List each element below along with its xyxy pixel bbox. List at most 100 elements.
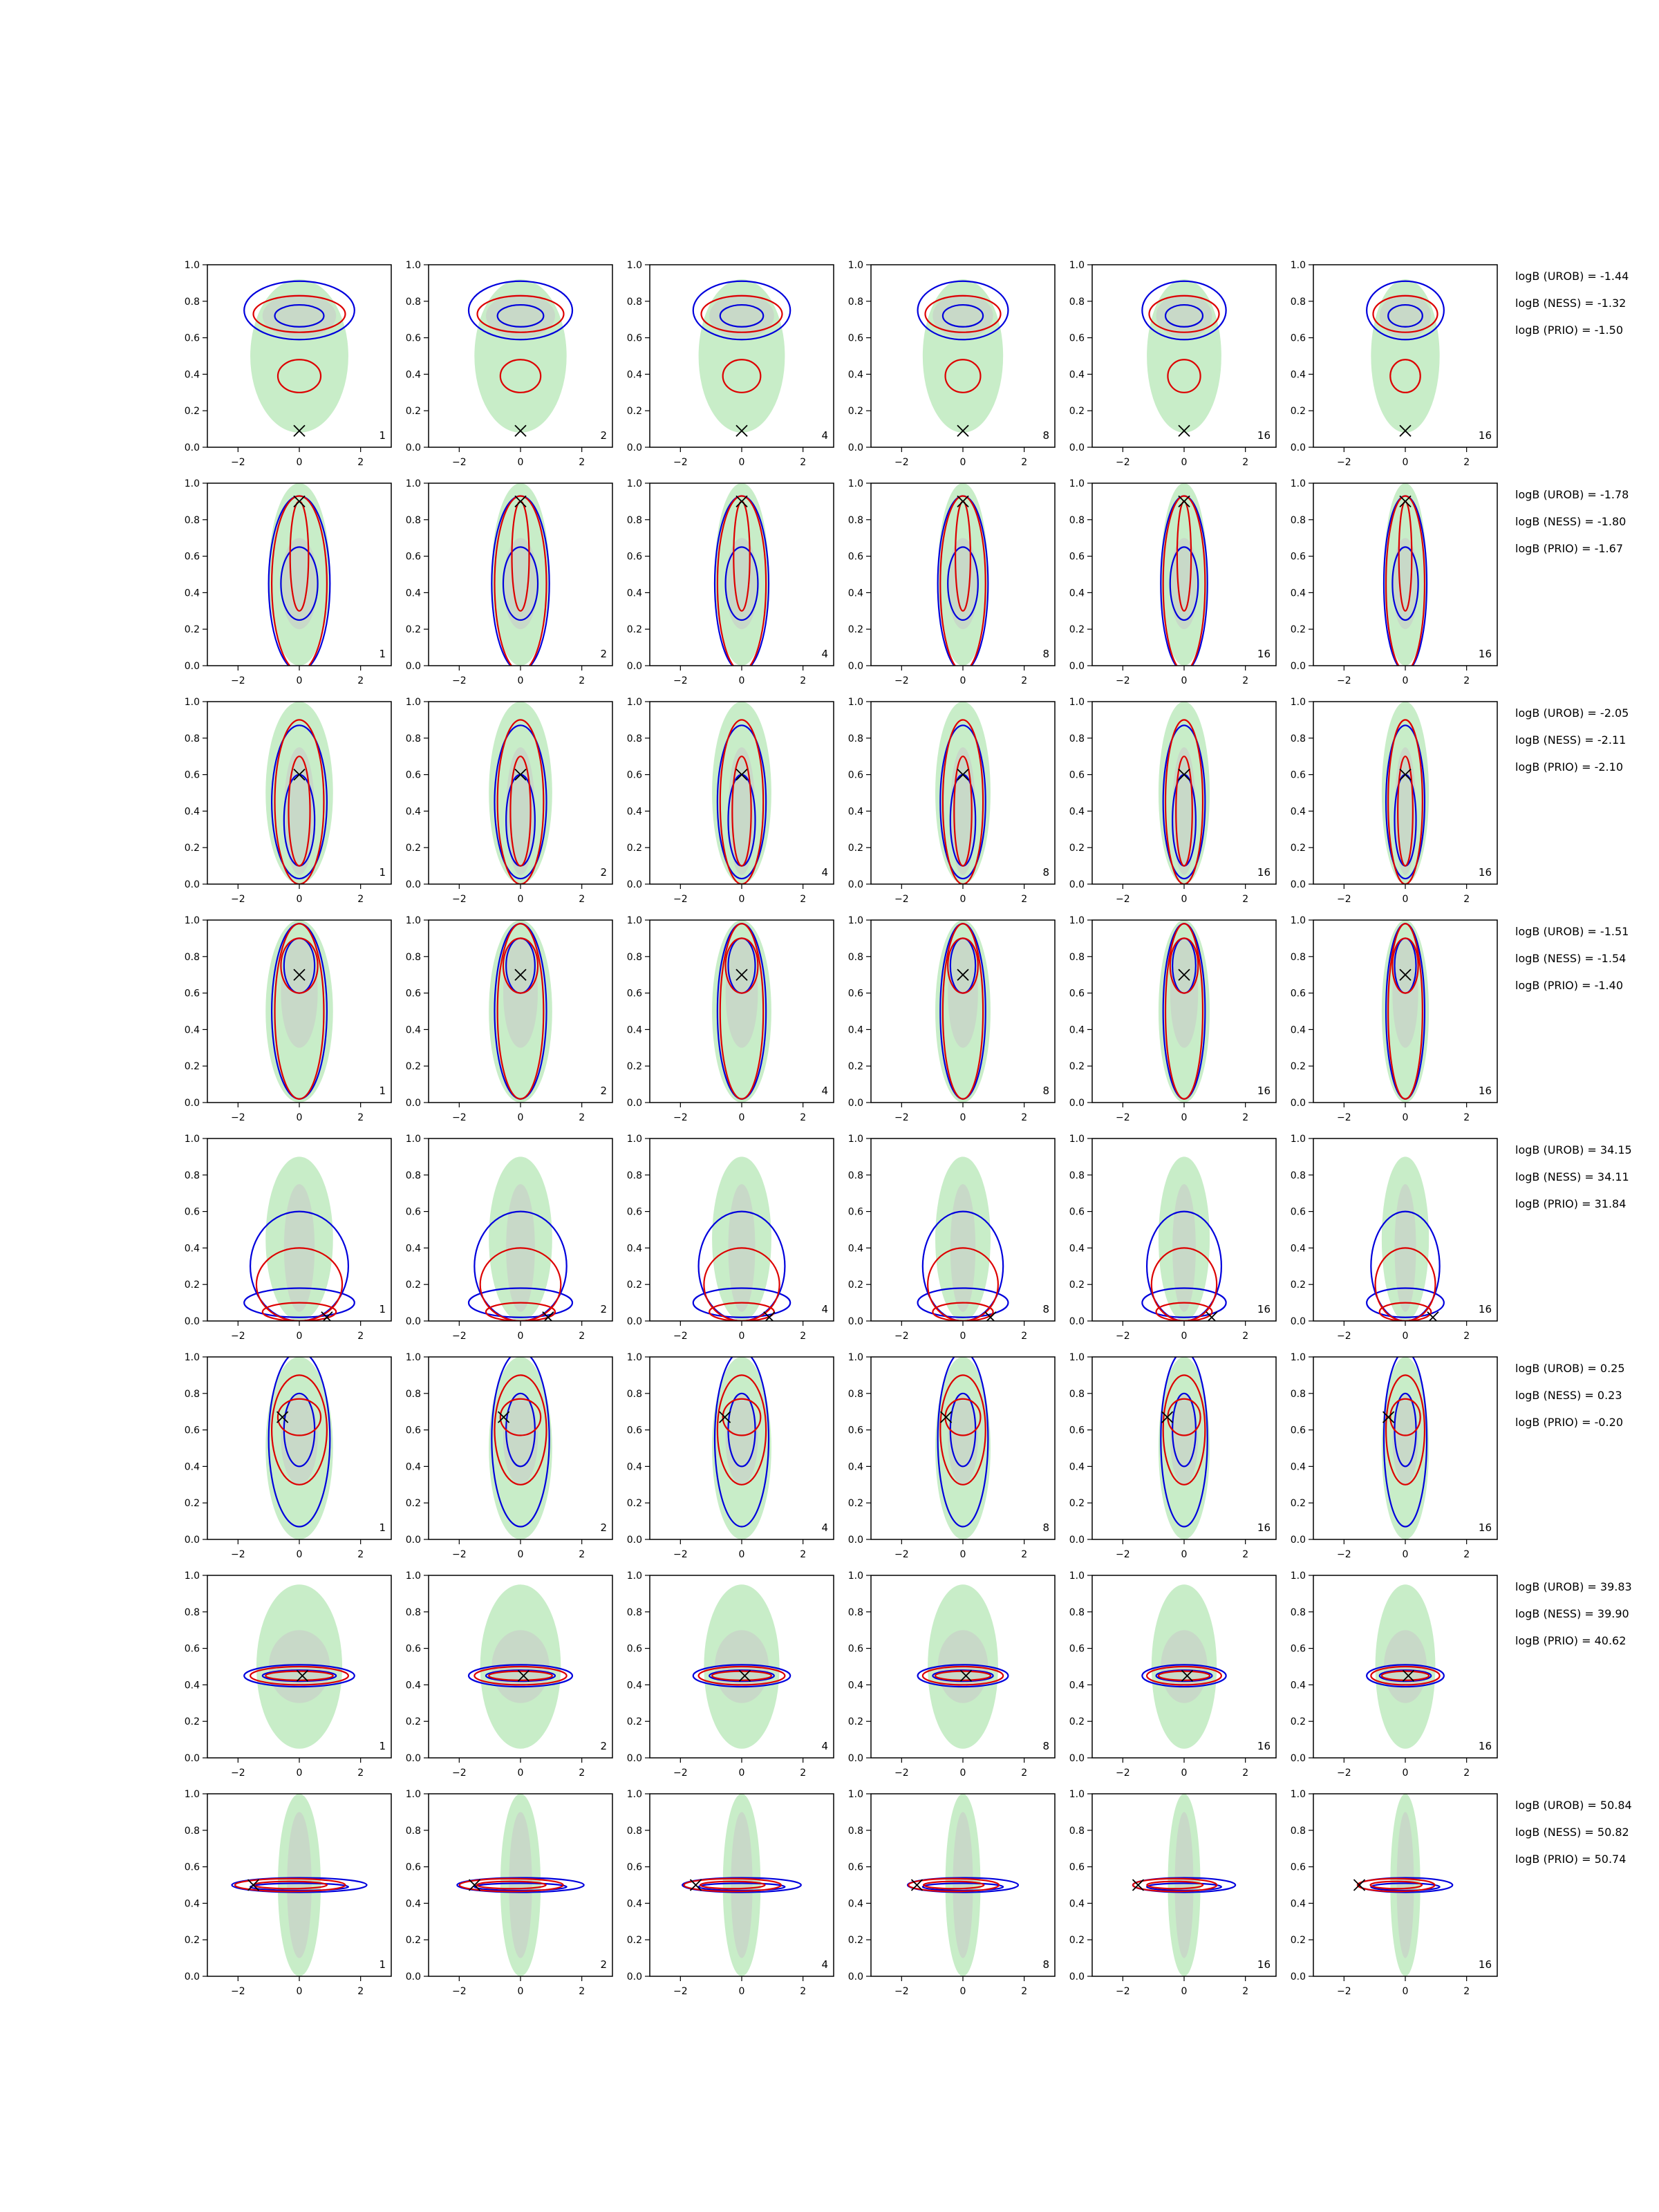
y-tick-label: 0.2 (406, 1061, 421, 1072)
subplot-r1-c2: −2 0 2 0.0 0.2 0.4 0.6 0.8 1.0 2 (406, 260, 613, 468)
x-tick-label: 2 (800, 1768, 806, 1779)
y-tick-label: 0.4 (185, 1461, 200, 1472)
subplot-r1-c6: −2 0 2 0.0 0.2 0.4 0.6 0.8 1.0 16 (1291, 260, 1498, 468)
x-tick-label: −2 (231, 894, 245, 905)
y-tick-label: 0.2 (1291, 1716, 1306, 1727)
y-tick-label: 0.2 (1291, 406, 1306, 417)
x-tick-label: 0 (518, 675, 524, 686)
x-tick-label: −2 (673, 1986, 688, 1997)
blue-contour-2 (1164, 303, 1204, 328)
x-tick-label: 0 (297, 1986, 303, 1997)
red-contour-1 (719, 923, 765, 1100)
y-tick-label: 0.2 (185, 624, 200, 635)
y-tick-label: 0.6 (406, 1644, 421, 1655)
y-tick-label: 0.6 (185, 552, 200, 563)
y-tick-label: 0.2 (1291, 1498, 1306, 1509)
x-tick-label: −2 (1116, 894, 1130, 905)
y-tick-label: 0.4 (848, 806, 863, 817)
y-tick-label: 0.0 (1069, 1971, 1085, 1983)
y-tick-label: 0.0 (406, 661, 421, 672)
true-value-marker (1161, 1411, 1174, 1423)
logb-annotation: logB (PRIO) = 31.84 (1515, 1197, 1626, 1210)
logb-annotation: logB (NESS) = -2.11 (1515, 733, 1626, 747)
y-tick-label: 0.6 (185, 1207, 200, 1218)
x-tick-label: 0 (1403, 894, 1409, 905)
y-tick-label: 0.6 (185, 1862, 200, 1873)
red-contour-2 (499, 359, 542, 393)
y-tick-label: 0.4 (848, 588, 863, 599)
y-tick-label: 0.4 (1291, 1243, 1306, 1254)
y-tick-label: 0.6 (406, 552, 421, 563)
panel-label: 16 (1479, 1303, 1492, 1315)
subplot-r3-c1: −2 0 2 0.0 0.2 0.4 0.6 0.8 1.0 1 (185, 697, 392, 905)
y-tick-label: 0.6 (627, 770, 642, 781)
y-tick-label: 0.4 (848, 1243, 863, 1254)
x-tick-label: −2 (452, 1331, 467, 1342)
x-tick-label: −2 (1337, 1331, 1351, 1342)
x-tick-label: 0 (1181, 457, 1188, 468)
x-tick-label: −2 (673, 1331, 688, 1342)
y-tick-label: 0.6 (627, 988, 642, 1000)
subplot-r2-c1: −2 0 2 0.0 0.2 0.4 0.6 0.8 1.0 1 (185, 478, 392, 686)
y-tick-label: 1.0 (406, 1134, 421, 1145)
x-tick-label: 2 (1021, 894, 1027, 905)
y-tick-label: 0.2 (848, 1498, 863, 1509)
blue-contour-2 (1155, 1669, 1213, 1683)
red-contour-2 (1378, 1302, 1432, 1321)
x-tick-label: 0 (1181, 1986, 1188, 1997)
x-tick-label: 2 (357, 1768, 364, 1779)
y-tick-label: 1.0 (185, 478, 200, 489)
x-tick-label: −2 (894, 1331, 909, 1342)
x-tick-label: −2 (673, 894, 688, 905)
panel-label: 4 (821, 1303, 828, 1315)
x-tick-label: −2 (452, 894, 467, 905)
panel-label: 2 (600, 1303, 607, 1315)
red-contour-2 (953, 756, 973, 867)
subplot-r7-c2: −2 0 2 0.0 0.2 0.4 0.6 0.8 1.0 2 (406, 1571, 613, 1779)
red-contour-2 (502, 937, 539, 994)
y-tick-label: 0.0 (1069, 879, 1085, 890)
y-tick-label: 0.8 (1291, 1607, 1306, 1618)
x-tick-label: −2 (1337, 894, 1351, 905)
x-tick-label: −2 (231, 1549, 245, 1560)
red-contour-2 (722, 1398, 762, 1436)
y-tick-label: 0.8 (406, 1826, 421, 1837)
red-contour-1 (494, 1374, 547, 1485)
red-contour-1 (1148, 294, 1220, 333)
x-tick-label: 2 (357, 894, 364, 905)
y-tick-label: 0.6 (406, 988, 421, 1000)
blue-contour-2 (692, 1287, 791, 1318)
blue-contour-1 (1385, 724, 1426, 880)
y-tick-label: 1.0 (1069, 1134, 1085, 1145)
x-tick-label: 2 (800, 1549, 806, 1560)
y-tick-label: 0.8 (1291, 297, 1306, 308)
x-tick-label: 2 (579, 894, 585, 905)
x-tick-label: 0 (518, 1549, 524, 1560)
y-tick-label: 1.0 (1069, 478, 1085, 489)
y-tick-label: 0.4 (1291, 588, 1306, 599)
logb-annotation: logB (UROB) = 39.83 (1515, 1580, 1632, 1593)
y-tick-label: 1.0 (1069, 1352, 1085, 1363)
y-tick-label: 0.8 (185, 297, 200, 308)
density-fill-inner (709, 294, 774, 338)
blue-contour-1 (716, 724, 767, 880)
density-fill-inner (932, 294, 993, 338)
x-tick-label: 0 (518, 1986, 524, 1997)
density-fill-inner (281, 1393, 318, 1485)
true-value-marker (957, 495, 969, 508)
y-tick-label: 1.0 (627, 1571, 642, 1582)
y-tick-label: 0.4 (406, 1898, 421, 1909)
subplot-r5-c5: −2 0 2 0.0 0.2 0.4 0.6 0.8 1.0 16 (1069, 1134, 1277, 1342)
blue-contour-2 (1145, 1882, 1223, 1892)
y-tick-label: 0.8 (406, 297, 421, 308)
true-value-marker (1181, 1669, 1194, 1682)
y-tick-label: 0.0 (1069, 442, 1085, 453)
true-value-marker (735, 424, 748, 437)
x-tick-label: 2 (1242, 1986, 1248, 1997)
y-tick-label: 0.2 (406, 1280, 421, 1291)
density-fill-inner (1170, 1393, 1199, 1485)
density-fill-inner (725, 1393, 758, 1485)
x-tick-label: −2 (673, 1549, 688, 1560)
subplot-r8-c3: −2 0 2 0.0 0.2 0.4 0.6 0.8 1.0 4 (627, 1789, 834, 1997)
x-tick-label: 0 (1403, 1986, 1409, 1997)
